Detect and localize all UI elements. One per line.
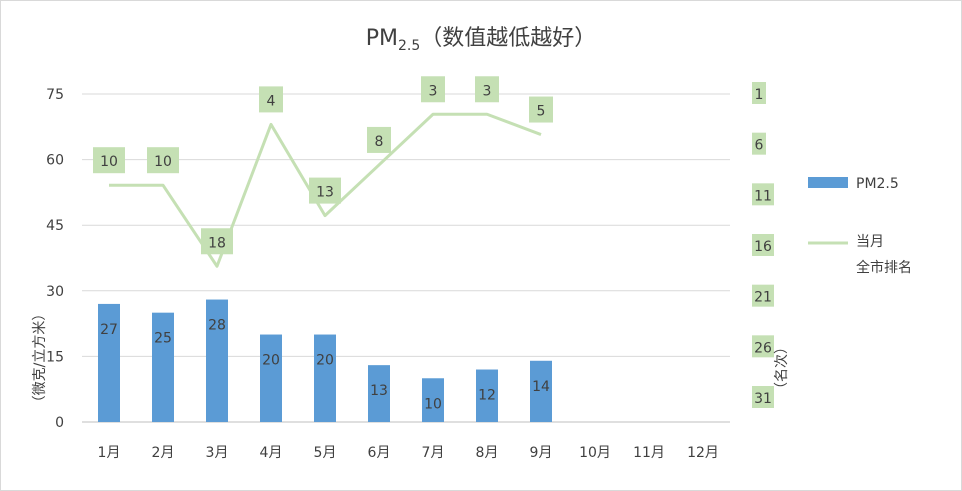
bar-data-labels: 27 25 28 20 20 13 10 12 14 [100, 318, 550, 413]
y-tick-label: 0 [55, 415, 64, 431]
y2-tick-box [752, 386, 774, 408]
x-tick-label: 6月 [368, 445, 391, 461]
bar [152, 312, 174, 422]
rank-line [109, 112, 542, 268]
legend-line-label-1: 当月 [856, 234, 884, 250]
bar-data-label: 14 [532, 379, 550, 395]
y-axis-label: （微克/立方米） [32, 307, 48, 410]
rank-label-box [475, 76, 499, 103]
rank-label-box [201, 228, 233, 255]
bar [206, 299, 228, 422]
rank-data-label: 8 [375, 134, 384, 150]
rank-label-box [421, 76, 445, 103]
bar-data-label: 20 [262, 353, 280, 369]
y2-tick-box [752, 183, 774, 206]
x-tick-label: 1月 [98, 445, 121, 461]
bar-data-label: 27 [100, 322, 118, 338]
rank-label-box [93, 147, 125, 174]
bar [98, 303, 120, 422]
chart-title-rest: （数值越低越好） [420, 26, 596, 51]
rank-data-label: 13 [316, 185, 334, 201]
y2-tick-box [752, 335, 774, 358]
y-tick-label: 45 [46, 218, 64, 234]
rank-data-label: 18 [208, 235, 226, 251]
rank-label-box [309, 177, 341, 204]
y2-tick-label: 31 [754, 391, 772, 407]
y2-tick-label: 1 [755, 87, 764, 103]
y2-tick-label: 11 [754, 188, 772, 204]
y2-tick-label: 6 [755, 138, 764, 154]
y-tick-label: 75 [46, 87, 64, 103]
y-tick-label: 60 [46, 153, 64, 169]
y2-tick-box [752, 132, 766, 155]
bar [530, 360, 552, 422]
x-tick-label: 9月 [530, 445, 553, 461]
x-tick-label: 4月 [260, 445, 283, 461]
x-tick-label: 12月 [687, 445, 719, 461]
legend-bar-label: PM2.5 [856, 176, 899, 192]
rank-data-label: 4 [267, 93, 276, 109]
x-tick-label: 10月 [579, 445, 611, 461]
chart-title-sub: 2.5 [398, 38, 420, 54]
gridlines [82, 93, 730, 423]
rank-label-box [529, 96, 553, 123]
x-tick-label: 5月 [314, 445, 337, 461]
bar [260, 334, 282, 422]
left-axis: 0 15 30 45 60 75 [46, 87, 64, 431]
legend-line-label-2: 全市排名 [856, 259, 912, 276]
y2-tick-label: 26 [754, 340, 772, 356]
x-tick-label: 2月 [152, 445, 175, 461]
x-tick-label: 7月 [422, 445, 445, 461]
bar-data-label: 25 [154, 331, 172, 347]
bar-data-label: 28 [208, 318, 226, 334]
bar [368, 365, 390, 422]
x-tick-label: 11月 [633, 445, 665, 461]
rank-label-box [147, 147, 179, 174]
rank-data-labels: 10 10 18 4 13 8 3 3 5 [93, 76, 553, 255]
chart-title: PM2.5（数值越低越好） [366, 26, 597, 54]
bar [314, 334, 336, 422]
bar-data-label: 13 [370, 383, 388, 399]
rank-data-label: 10 [154, 154, 172, 170]
y2-axis-label: （名次） [774, 340, 790, 396]
bar [422, 378, 444, 422]
rank-data-label: 3 [483, 83, 492, 99]
y2-tick-label: 21 [754, 290, 772, 306]
y2-tick-label: 16 [754, 239, 772, 255]
rank-label-box [259, 86, 283, 113]
bar-data-label: 12 [478, 388, 496, 404]
x-axis: 1月 2月 3月 4月 5月 6月 7月 8月 9月 10月 11月 12月 [98, 445, 719, 461]
bar [476, 369, 498, 422]
y-tick-label: 30 [46, 284, 64, 300]
y2-tick-box [752, 82, 766, 104]
y-tick-label: 15 [46, 349, 64, 365]
chart-title-main: PM [366, 26, 398, 51]
bar-series [98, 299, 552, 422]
x-tick-label: 3月 [206, 445, 229, 461]
x-tick-label: 8月 [476, 445, 499, 461]
rank-line-series [109, 112, 542, 268]
rank-data-label: 10 [100, 154, 118, 170]
y2-tick-box [752, 234, 774, 256]
rank-label-box [367, 126, 391, 153]
legend-bar-swatch [808, 177, 848, 188]
rank-data-label: 3 [429, 83, 438, 99]
y2-tick-box [752, 284, 774, 307]
bar-data-label: 10 [424, 396, 442, 412]
bar-data-label: 20 [316, 353, 334, 369]
legend: PM2.5 当月 全市排名 [808, 176, 912, 276]
rank-data-label: 5 [537, 104, 546, 120]
